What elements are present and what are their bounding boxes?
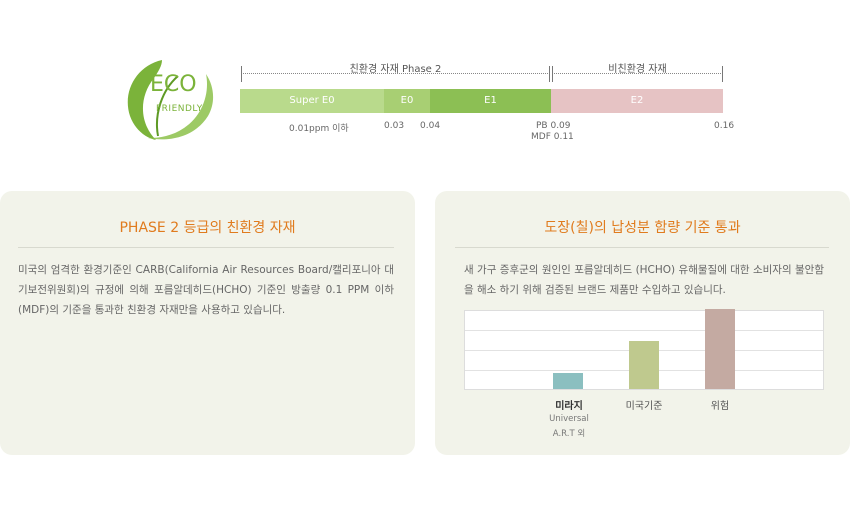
segment-e0: E0 (384, 89, 430, 113)
card-lead-title: 도장(칠)의 납성분 함량 기준 통과 (544, 220, 741, 236)
group-label-eco: 친환경 자재 Phase 2 (349, 64, 442, 75)
eco-friendly-leaf-icon (127, 60, 214, 140)
segment-super-e0: Super E0 (240, 89, 384, 113)
grid-line (465, 330, 823, 331)
segment-e1: E1 (430, 89, 551, 113)
bracket-eco (241, 66, 550, 82)
card-lead-body: 새 가구 증후군의 원인인 포름알데히드 (HCHO) 유해물질에 대한 소비자… (464, 264, 824, 296)
card-phase2-body: 미국의 엄격한 환경기준인 CARB(California Air Resour… (18, 264, 394, 316)
bar-danger (705, 309, 735, 389)
bracket-non-eco (552, 66, 723, 82)
tick-label-3b: MDF 0.11 (531, 132, 574, 142)
card-phase2 (0, 191, 415, 455)
segment-e2: E2 (551, 89, 723, 113)
logo-eco-text: ECO (150, 72, 197, 97)
bar-us-standard (629, 341, 659, 389)
bar-label-mirage: 미라지 (555, 401, 583, 412)
tick-label-4: 0.16 (714, 121, 735, 131)
group-label-non-eco: 비친환경 자재 (608, 64, 667, 75)
card-phase2-title: PHASE 2 등급의 친환경 자재 (119, 220, 296, 236)
tick-label-2: 0.04 (420, 121, 441, 131)
bar-label-danger: 위험 (710, 401, 730, 412)
bar-mirage (553, 373, 583, 389)
card-phase2-divider (18, 247, 394, 248)
bar-sublabel-line2: A.R.T 외 (552, 429, 586, 439)
tick-label-0: 0.01ppm 이하 (289, 124, 349, 134)
card-lead-divider (455, 247, 829, 248)
bar-label-us-standard: 미국기준 (625, 401, 663, 412)
tick-label-3a: PB 0.09 (536, 121, 571, 131)
lead-content-chart (464, 309, 824, 390)
tick-label-1: 0.03 (384, 121, 405, 131)
logo-friendly-text: FRIENDLY (156, 104, 203, 114)
bar-sublabel-line1: Universal (549, 414, 589, 424)
